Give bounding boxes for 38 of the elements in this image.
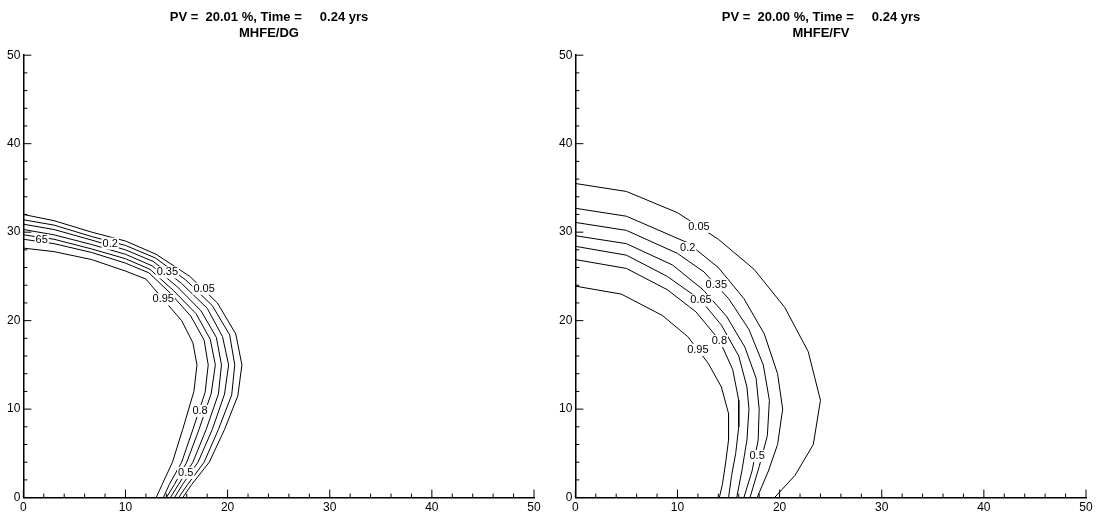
x-tick-label: 40 xyxy=(425,500,439,515)
x-tick-label: 10 xyxy=(670,500,685,515)
chart-subtitle: MHFE/FV xyxy=(792,24,850,40)
y-tick-label: 50 xyxy=(558,47,573,62)
y-tick-label: 0 xyxy=(565,489,573,504)
annotation: 0.8 xyxy=(711,334,727,347)
x-tick-label: 50 xyxy=(1079,500,1093,515)
chart-title: PV = 20.00 %, Time = 0.24 yrs xyxy=(721,9,921,25)
x-tick-label: 20 xyxy=(772,500,787,515)
annotation: 0.8 xyxy=(192,403,208,416)
annotation: 0.2 xyxy=(102,236,118,249)
x-tick-label: 30 xyxy=(875,500,889,515)
annotation: 0.05 xyxy=(193,281,215,294)
y-tick-label: 20 xyxy=(558,312,573,327)
y-tick-label: 0 xyxy=(13,489,21,504)
annotation: 0.5 xyxy=(749,449,765,462)
annotation: 0.35 xyxy=(705,278,727,291)
annotation: 0.2 xyxy=(680,241,696,254)
x-tick-label: 40 xyxy=(977,500,991,515)
y-tick-label: 30 xyxy=(558,224,573,239)
y-tick-label: 40 xyxy=(558,135,573,150)
y-tick-label: 50 xyxy=(6,47,21,62)
annotation: 0.05 xyxy=(688,219,710,232)
x-tick-label: 30 xyxy=(323,500,337,515)
y-tick-label: 10 xyxy=(6,401,21,416)
y-tick-label: 30 xyxy=(6,224,21,239)
x-tick-label: 20 xyxy=(220,500,235,515)
annotation: 0.5 xyxy=(178,465,194,478)
annotation: 65 xyxy=(35,233,48,246)
x-tick-label: 50 xyxy=(527,500,541,515)
y-tick-label: 10 xyxy=(558,401,573,416)
y-tick-label: 20 xyxy=(6,312,21,327)
x-tick-label: 10 xyxy=(118,500,133,515)
annotation: 0.95 xyxy=(687,342,709,355)
annotation: 0.35 xyxy=(156,265,179,278)
chart-subtitle: MHFE/DG xyxy=(239,24,299,40)
y-tick-label: 40 xyxy=(6,135,21,150)
chart-title: PV = 20.01 %, Time = 0.24 yrs xyxy=(169,9,369,25)
